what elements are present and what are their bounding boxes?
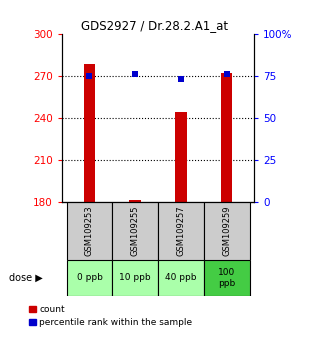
Bar — [67, 260, 112, 296]
Bar — [112, 260, 158, 296]
Text: GSM109253: GSM109253 — [85, 206, 94, 256]
Text: 100
ppb: 100 ppb — [218, 268, 235, 287]
Bar — [130, 200, 141, 202]
Text: 0 ppb: 0 ppb — [77, 273, 102, 282]
Bar — [158, 260, 204, 296]
Bar — [204, 202, 250, 260]
Legend: count, percentile rank within the sample: count, percentile rank within the sample — [29, 306, 193, 327]
Text: GDS2927 / Dr.28.2.A1_at: GDS2927 / Dr.28.2.A1_at — [82, 19, 228, 33]
Point — [179, 76, 184, 82]
Text: dose ▶: dose ▶ — [9, 273, 43, 283]
Bar — [175, 112, 187, 202]
Point — [133, 71, 138, 77]
Bar — [204, 260, 250, 296]
Text: GSM109259: GSM109259 — [222, 206, 231, 256]
Point — [87, 73, 92, 79]
Text: GSM109257: GSM109257 — [176, 206, 185, 256]
Bar — [112, 202, 158, 260]
Bar — [221, 73, 232, 202]
Bar — [158, 202, 204, 260]
Text: 40 ppb: 40 ppb — [165, 273, 197, 282]
Bar — [67, 202, 112, 260]
Point — [224, 71, 229, 77]
Bar — [84, 64, 95, 202]
Text: 10 ppb: 10 ppb — [119, 273, 151, 282]
Text: GSM109255: GSM109255 — [131, 206, 140, 256]
